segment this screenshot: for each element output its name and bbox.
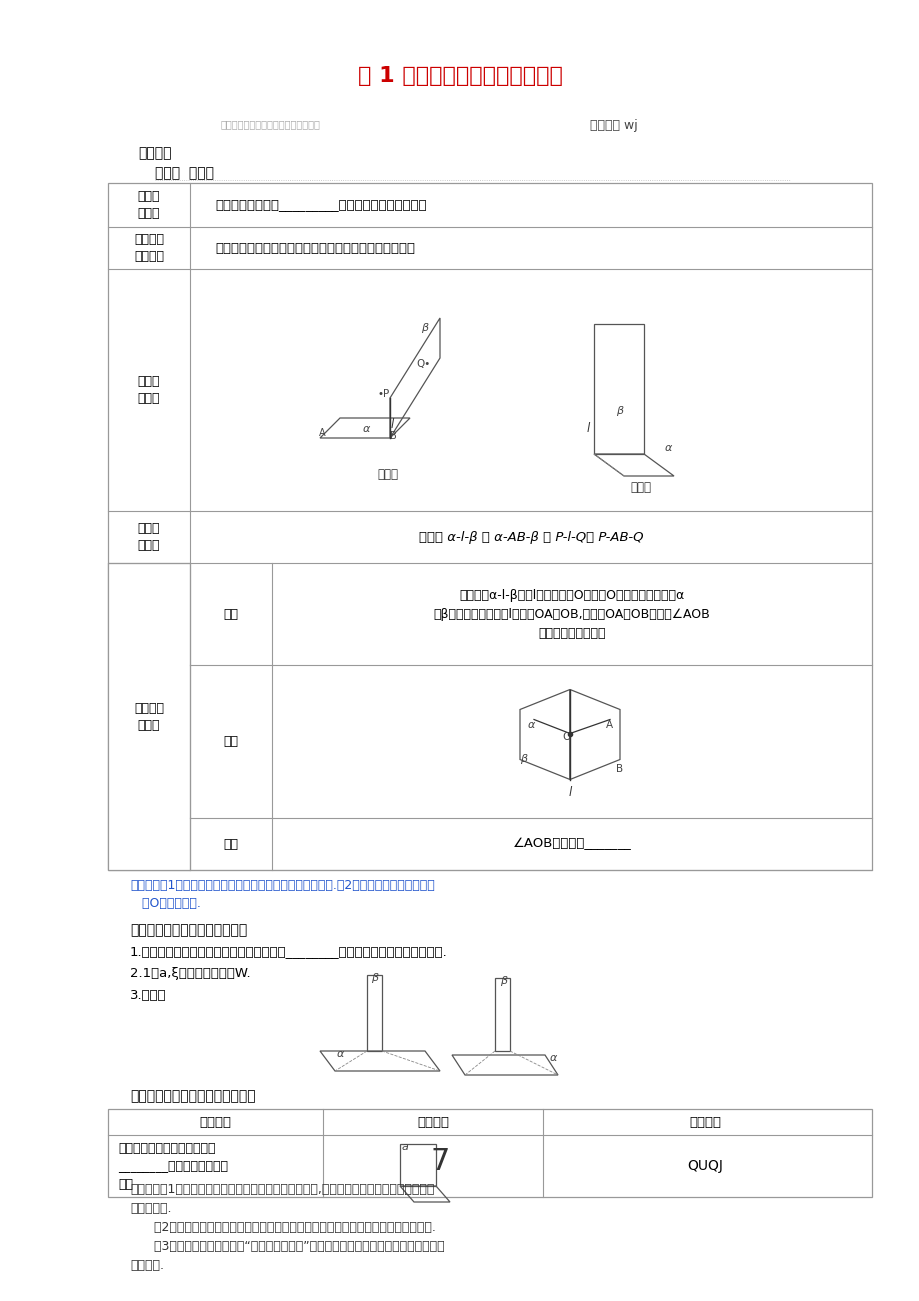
- Bar: [108, 1108, 871, 1197]
- Text: 互相垂直的.: 互相垂直的.: [130, 1202, 171, 1215]
- Text: 要点三平面与平面垂直的判定定理: 要点三平面与平面垂直的判定定理: [130, 1089, 255, 1103]
- Text: 图形: 图形: [223, 735, 238, 748]
- Text: 与O点选取无关.: 与O点选取无关.: [130, 896, 200, 909]
- Text: α: α: [528, 719, 535, 730]
- Text: β: β: [499, 976, 506, 986]
- Text: β: β: [421, 323, 428, 333]
- Text: 要点一  二面角: 要点一 二面角: [154, 167, 214, 180]
- Text: 在二面角α-l-β的棱l上任取一点O，以点O为垂足，在半平面α
和β内分别作垂直于棱l的射线OA和OB,则射线OA和OB构成的∠AOB
叫作二面角的平面角: 在二面角α-l-β的棱l上任取一点O，以点O为垂足，在半平面α 和β内分别作垂直…: [433, 588, 709, 640]
- Text: A: A: [606, 719, 612, 730]
- Text: 二面角的
相关概念: 二面角的 相关概念: [134, 233, 164, 263]
- Text: 范围: 范围: [223, 838, 238, 851]
- Text: 定义: 定义: [223, 608, 238, 621]
- Text: QUQJ: QUQJ: [686, 1159, 722, 1174]
- Text: 从一条直线出发的_________所组成的图形叫作二面角: 从一条直线出发的_________所组成的图形叫作二面角: [215, 199, 426, 212]
- Text: ∠AOB的范围是_______: ∠AOB的范围是_______: [512, 838, 630, 851]
- Text: 图形语言: 图形语言: [416, 1115, 448, 1128]
- Text: 符号语言: 符号语言: [688, 1115, 720, 1128]
- Text: 二面角
的记法: 二面角 的记法: [138, 522, 160, 552]
- Text: 二面角
的定义: 二面角 的定义: [138, 190, 160, 220]
- Text: 二面角
的画法: 二面角 的画法: [138, 375, 160, 405]
- Text: 第 1 课时平面与平面垂直的判定: 第 1 课时平面与平面垂直的判定: [357, 66, 562, 86]
- Text: 7: 7: [430, 1146, 449, 1176]
- Text: l: l: [568, 786, 571, 799]
- Text: β: β: [370, 973, 378, 984]
- Text: 二面角的
平面角: 二面角的 平面角: [134, 701, 164, 731]
- Text: O: O: [562, 731, 570, 742]
- Text: A: A: [318, 428, 325, 438]
- Text: 二面角 α-l-β 或 α-AB-β 或 P-l-Q或 P-AB-Q: 二面角 α-l-β 或 α-AB-β 或 P-l-Q或 P-AB-Q: [418, 531, 642, 544]
- Text: B: B: [616, 764, 622, 774]
- Bar: [108, 183, 871, 870]
- Text: 这条直线叫作二面角的棱，这两个半平面叫作二靠角的面: 这条直线叫作二面角的棱，这两个半平面叫作二靠角的面: [215, 242, 414, 255]
- Text: 教材要点: 教材要点: [138, 146, 171, 160]
- Text: 如果一个平面过另一个平面的
________，那么这两个平面
垂直: 如果一个平面过另一个平面的 ________，那么这两个平面 垂直: [118, 1141, 228, 1190]
- Text: 1.两个平面相交，如果它们所成的二面角是________角，就说这两个平面互相垂直.: 1.两个平面相交，如果它们所成的二面角是________角，就说这两个平面互相垂…: [130, 945, 448, 958]
- Text: α: α: [550, 1053, 557, 1063]
- Text: B: B: [390, 431, 396, 441]
- Text: a: a: [402, 1142, 408, 1151]
- Text: 2.1面a,ξ互相垂直，记作W.: 2.1面a,ξ互相垂直，记作W.: [130, 967, 250, 980]
- Text: 文字语言: 文字语言: [199, 1115, 232, 1128]
- Text: β: β: [616, 406, 623, 416]
- Text: l: l: [585, 422, 589, 435]
- Text: α: α: [664, 444, 671, 453]
- Text: β: β: [519, 753, 527, 764]
- Text: 3.画法：: 3.画法：: [130, 989, 166, 1002]
- Text: 课前预习 wj: 课前预习 wj: [589, 118, 637, 131]
- Text: 直立式: 直立式: [630, 481, 651, 494]
- Text: 平卧式: 平卧式: [377, 468, 398, 481]
- Text: Q•: Q•: [416, 359, 431, 369]
- Text: α: α: [362, 424, 369, 435]
- Text: 面的垂线.: 面的垂线.: [130, 1259, 164, 1272]
- Text: l: l: [390, 418, 393, 431]
- Bar: [108, 563, 190, 870]
- Text: •P: •P: [378, 389, 390, 399]
- Text: α: α: [336, 1049, 344, 1059]
- Text: 课堂教材知识精华经典例题练习题解析: 课堂教材知识精华经典例题练习题解析: [220, 118, 320, 129]
- Text: 状元随笔（1）两个平面垂直是两个平面相交的特殊情况,例如正方体中任意相邻两个面都是: 状元随笔（1）两个平面垂直是两个平面相交的特殊情况,例如正方体中任意相邻两个面都…: [130, 1183, 434, 1196]
- Text: 状元随笔（1）二面角的大小可以用它的平面角的大小来度量.（2）二面角的平面角的大小: 状元随笔（1）二面角的大小可以用它的平面角的大小来度量.（2）二面角的平面角的大…: [130, 879, 435, 892]
- Text: （3）判定定理的关键词是“过另一面的垂线”，所以应用的关键是在平面内寻找另一个: （3）判定定理的关键词是“过另一面的垂线”，所以应用的关键是在平面内寻找另一个: [130, 1240, 444, 1253]
- Text: （2）两个平面垂直和两条直线互相垂直的共同点：都是通过所成的角是直角定义的.: （2）两个平面垂直和两条直线互相垂直的共同点：都是通过所成的角是直角定义的.: [130, 1222, 436, 1235]
- Text: 要点二两个平面互相垂直的定义: 要点二两个平面互相垂直的定义: [130, 922, 247, 937]
